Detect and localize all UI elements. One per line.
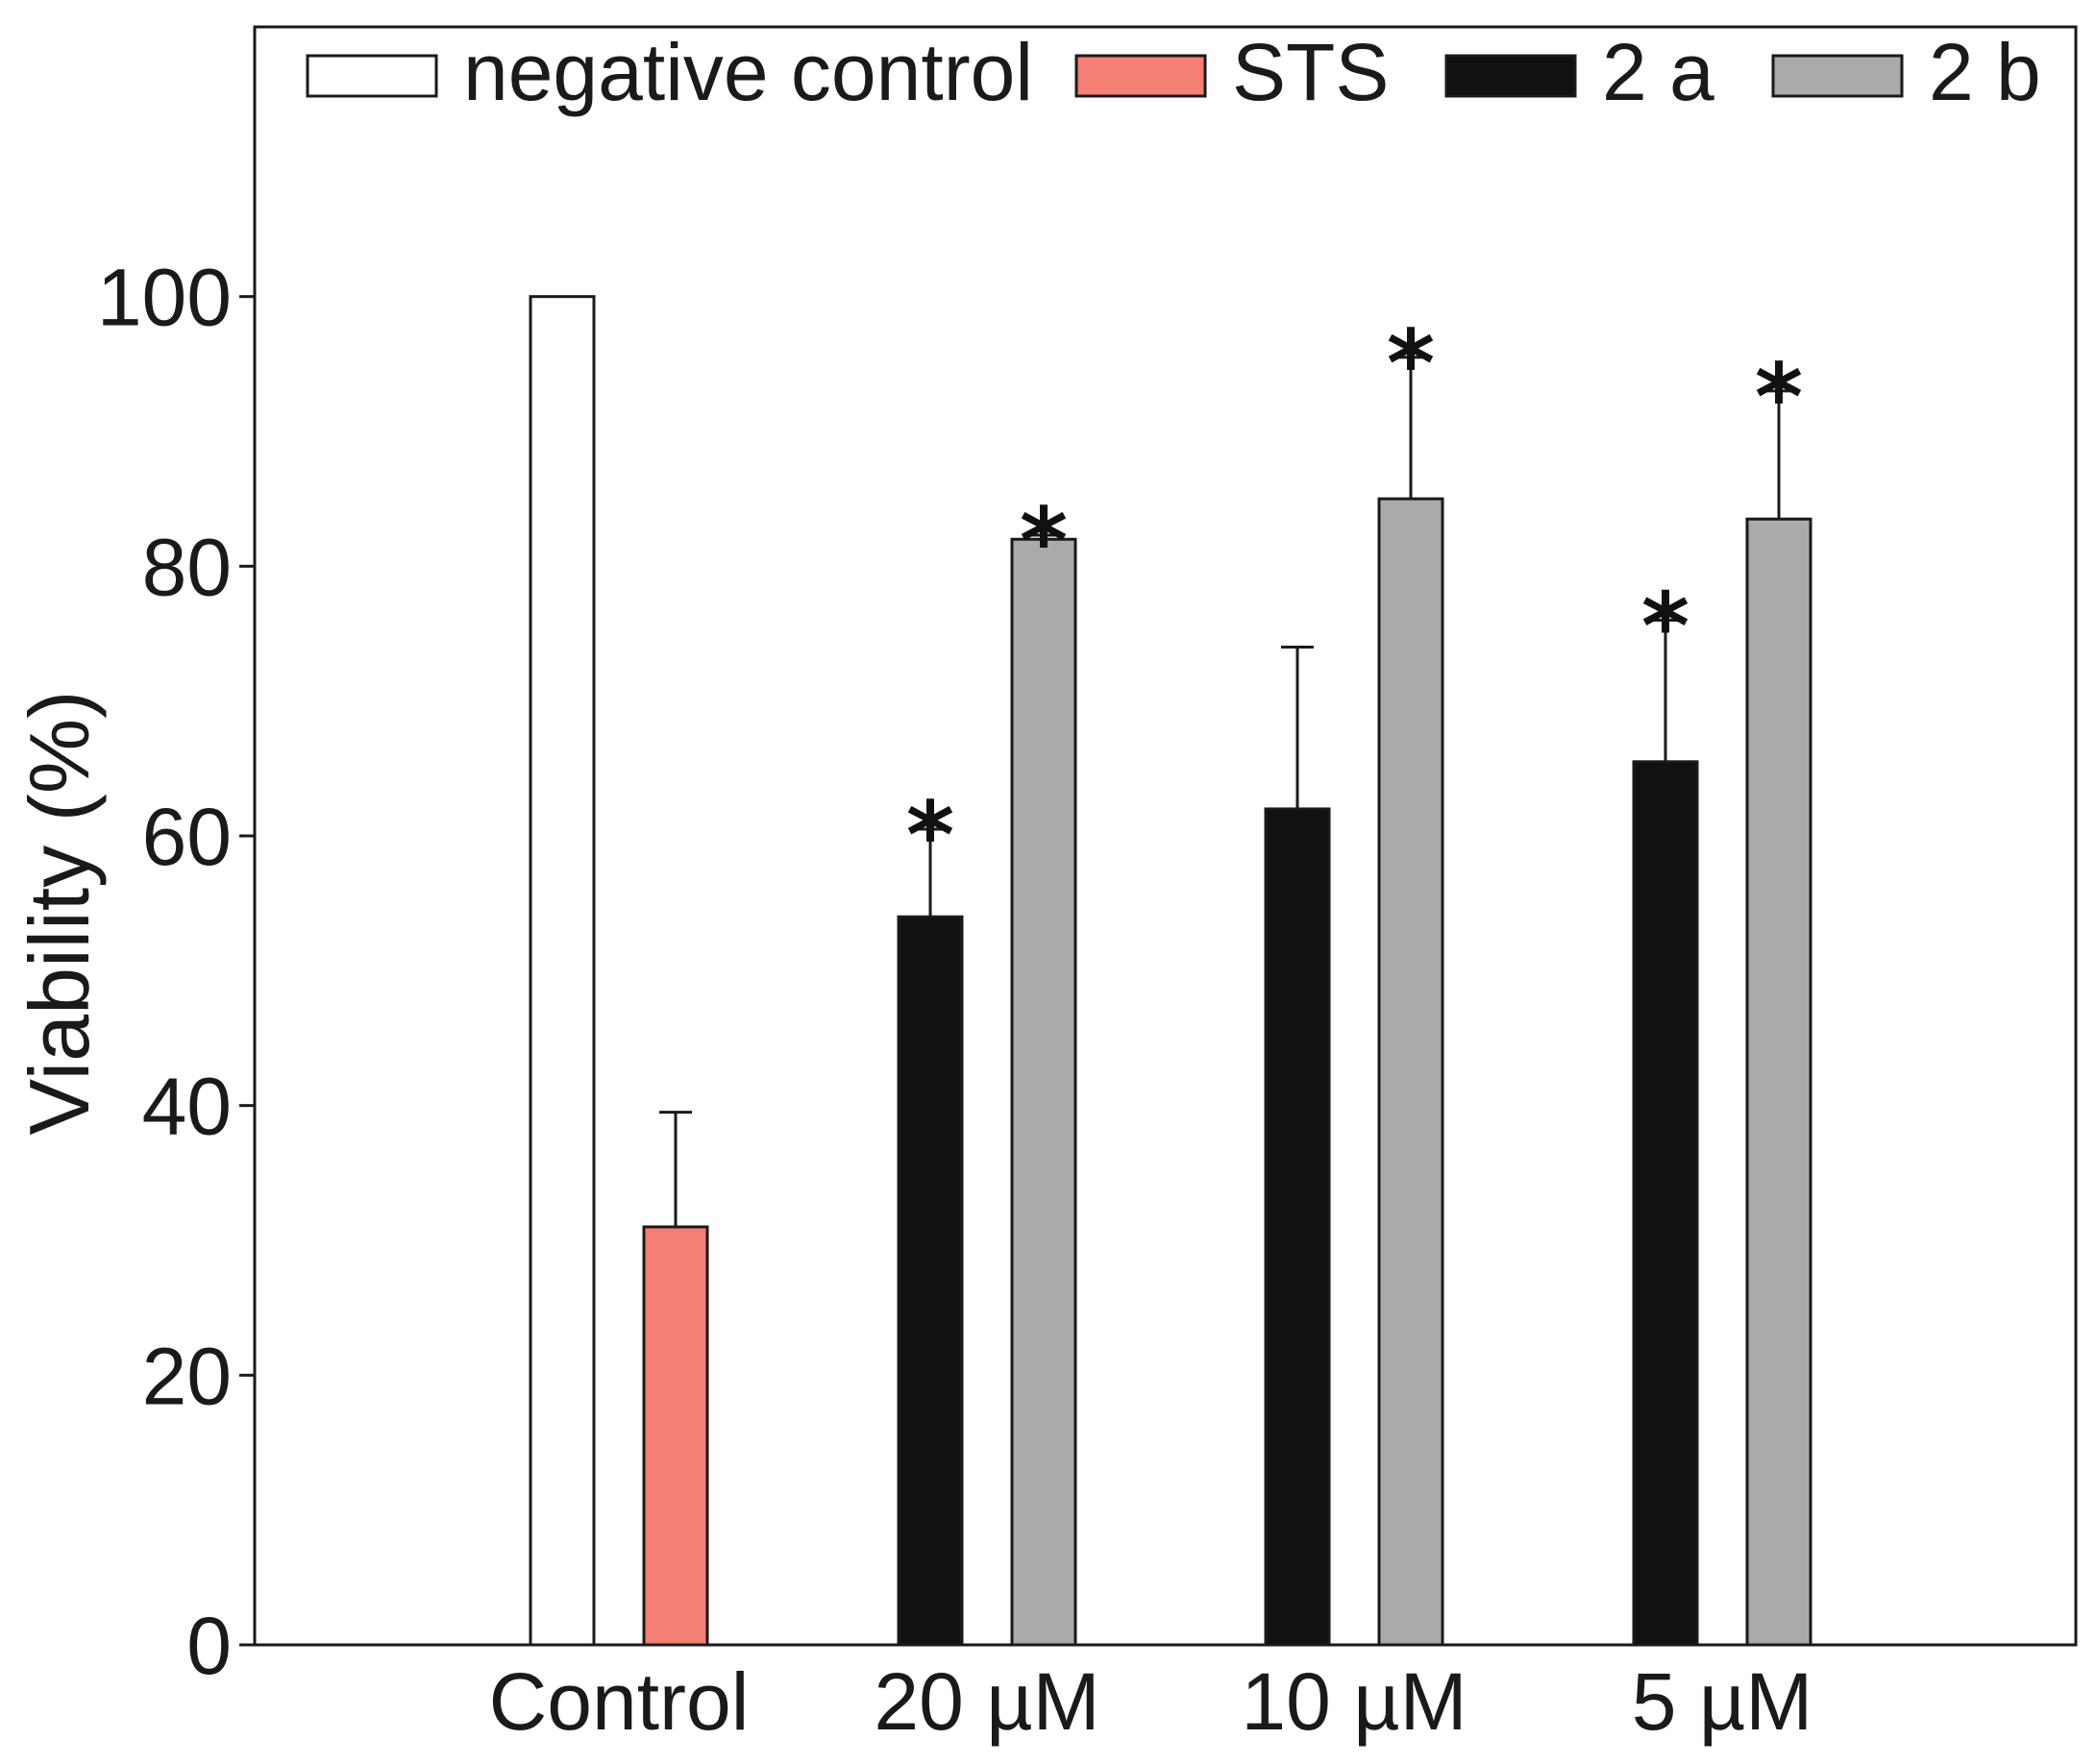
legend-swatch-sts xyxy=(1074,54,1207,98)
significance-star-20-um-2-a: * xyxy=(906,782,954,890)
significance-star-10-um-2-b: * xyxy=(1387,310,1435,418)
legend-label-negative-control: negative control xyxy=(463,27,1033,117)
legend-label-2-a: 2 a xyxy=(1602,27,1714,117)
x-tick-label-20-um: 20 µM xyxy=(874,1656,1099,1747)
y-axis-title: Viability (%) xyxy=(12,691,107,1136)
bar-5-um-2-a xyxy=(1632,760,1699,1647)
bar-10-um-2-a xyxy=(1264,807,1331,1647)
bar-20-um-2-a xyxy=(897,915,964,1647)
bar-10-um-2-b xyxy=(1377,497,1444,1647)
y-tick-label-60: 60 xyxy=(142,792,232,882)
x-tick-label-5-um: 5 µM xyxy=(1632,1656,1812,1747)
y-tick-label-20: 20 xyxy=(142,1331,232,1421)
legend-label-2-b: 2 b xyxy=(1929,27,2041,117)
bar-control-sts xyxy=(642,1225,709,1647)
y-tick-label-100: 100 xyxy=(97,253,232,343)
bar-20-um-2-b xyxy=(1010,537,1077,1647)
legend-swatch-2-b xyxy=(1771,54,1904,98)
significance-star-5-um-2-a: * xyxy=(1641,573,1689,680)
significance-star-5-um-2-b: * xyxy=(1755,344,1803,452)
bar-5-um-2-b xyxy=(1745,517,1812,1647)
bar-control-negative-control xyxy=(529,295,596,1647)
y-tick-label-40: 40 xyxy=(142,1062,232,1152)
significance-star-20-um-2-b: * xyxy=(1020,488,1068,596)
y-tick-label-80: 80 xyxy=(142,522,232,612)
legend-label-sts: STS xyxy=(1232,27,1389,117)
legend-swatch-2-a xyxy=(1444,54,1577,98)
y-tick-label-0: 0 xyxy=(186,1601,232,1691)
x-tick-label-control: Control xyxy=(489,1656,750,1747)
x-tick-label-10-um: 10 µM xyxy=(1241,1656,1467,1747)
legend-swatch-negative-control xyxy=(306,54,438,98)
